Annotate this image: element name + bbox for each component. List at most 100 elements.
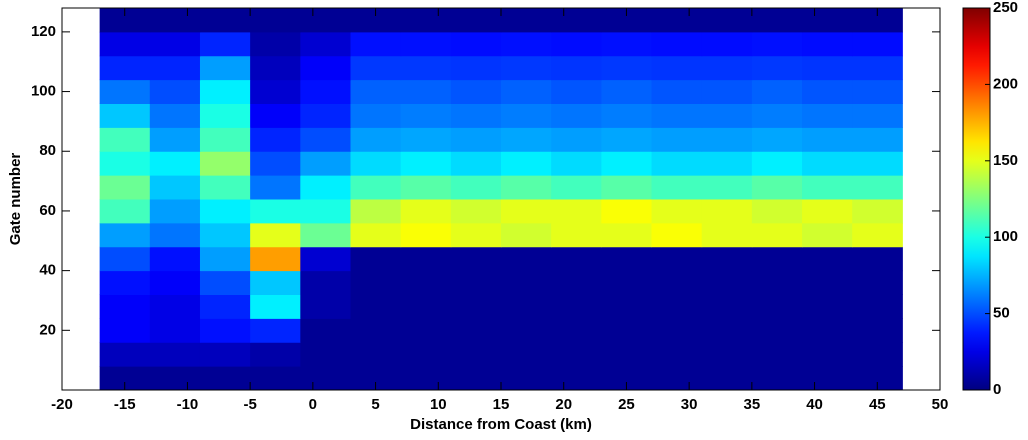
x-tick-label: 50 [932, 396, 949, 413]
heatmap-cell [701, 199, 753, 224]
heatmap-cell [701, 294, 753, 319]
heatmap-cell [501, 8, 552, 33]
heatmap-cell [551, 318, 602, 343]
heatmap-cell [852, 342, 903, 367]
heatmap-cell [250, 8, 301, 33]
y-tick-label: 80 [39, 142, 56, 159]
heatmap-cell [651, 8, 703, 33]
heatmap-cell [551, 151, 602, 176]
heatmap-cell [300, 127, 351, 152]
colorbar-tick-label: 50 [993, 305, 1010, 322]
heatmap-cell [250, 318, 301, 343]
heatmap-cell [99, 294, 151, 319]
heatmap-cell [802, 55, 853, 81]
heatmap-cell [852, 103, 903, 128]
heatmap-cell [651, 31, 703, 57]
heatmap-cell [852, 222, 903, 248]
heatmap-cell [99, 222, 151, 248]
heatmap-cell [400, 8, 452, 33]
heatmap-cell [651, 270, 703, 295]
heatmap-cell [802, 246, 853, 272]
heatmap-cell [501, 199, 552, 224]
heatmap-cell [701, 366, 753, 391]
heatmap-cell [149, 342, 201, 367]
heatmap-cell [551, 175, 602, 200]
heatmap-cell [751, 79, 803, 104]
heatmap-cell [551, 294, 602, 319]
heatmap-cell [400, 342, 452, 367]
heatmap-cell [852, 79, 903, 104]
heatmap-cell [551, 31, 602, 57]
heatmap-cell [99, 151, 151, 176]
heatmap-cell [199, 222, 251, 248]
colorbar-tick-label: 250 [993, 0, 1018, 16]
heatmap-cell [400, 175, 452, 200]
heatmap-cell [501, 79, 552, 104]
heatmap-cell [149, 175, 201, 200]
heatmap-cell [250, 222, 301, 248]
heatmap-cell [601, 175, 653, 200]
heatmap-cell [350, 79, 402, 104]
heatmap-cell [852, 246, 903, 272]
heatmap-cell [701, 342, 753, 367]
heatmap-cell [199, 127, 251, 152]
heatmap-cell [802, 8, 853, 33]
heatmap-cell [300, 246, 351, 272]
heatmap-cell [99, 342, 151, 367]
heatmap-cell [400, 151, 452, 176]
heatmap-cell [802, 175, 853, 200]
x-tick-label: 10 [430, 396, 447, 413]
heatmap-cell [701, 222, 753, 248]
heatmap-cell [501, 294, 552, 319]
heatmap-cell [751, 318, 803, 343]
heatmap-cell [300, 79, 351, 104]
x-tick-label: 25 [618, 396, 635, 413]
heatmap-cell [751, 103, 803, 128]
x-tick-label: 0 [309, 396, 317, 413]
y-tick-label: 20 [39, 321, 56, 338]
colorbar [962, 7, 991, 391]
x-tick-label: 20 [555, 396, 572, 413]
heatmap-cell [701, 55, 753, 81]
heatmap-cell [149, 199, 201, 224]
heatmap-cell [199, 270, 251, 295]
heatmap-cell [501, 151, 552, 176]
heatmap-cell [149, 31, 201, 57]
heatmap-cell [751, 294, 803, 319]
heatmap-cell [551, 366, 602, 391]
heatmap-cell [601, 222, 653, 248]
heatmap-cell [149, 222, 201, 248]
y-axis-label: Gate number [7, 153, 24, 246]
x-axis-label: Distance from Coast (km) [410, 416, 592, 433]
heatmap-cell [802, 79, 853, 104]
heatmap-cell [99, 318, 151, 343]
heatmap-cell [400, 366, 452, 391]
heatmap-cell [199, 318, 251, 343]
heatmap-cell [199, 366, 251, 391]
heatmap-cell [651, 318, 703, 343]
heatmap-cell [450, 342, 502, 367]
y-tick-label: 120 [31, 23, 56, 40]
heatmap-cell [350, 103, 402, 128]
heatmap-cell [450, 31, 502, 57]
heatmap-cell [852, 31, 903, 57]
heatmap-cell [199, 8, 251, 33]
heatmap-cell [751, 127, 803, 152]
heatmap-cell [701, 79, 753, 104]
heatmap-cell [300, 270, 351, 295]
x-tick-label: 5 [371, 396, 379, 413]
heatmap-cell [450, 246, 502, 272]
heatmap-cell [651, 103, 703, 128]
heatmap-cell [551, 103, 602, 128]
heatmap-cell [350, 270, 402, 295]
heatmap-cell [99, 199, 151, 224]
heatmap-cell [751, 270, 803, 295]
heatmap-cell [149, 55, 201, 81]
heatmap-cell [501, 31, 552, 57]
heatmap-cell [802, 127, 853, 152]
heatmap-cell [199, 79, 251, 104]
heatmap-cell [751, 31, 803, 57]
heatmap-cell [350, 294, 402, 319]
colorbar-tick-label: 200 [993, 75, 1018, 92]
heatmap-cell [751, 222, 803, 248]
